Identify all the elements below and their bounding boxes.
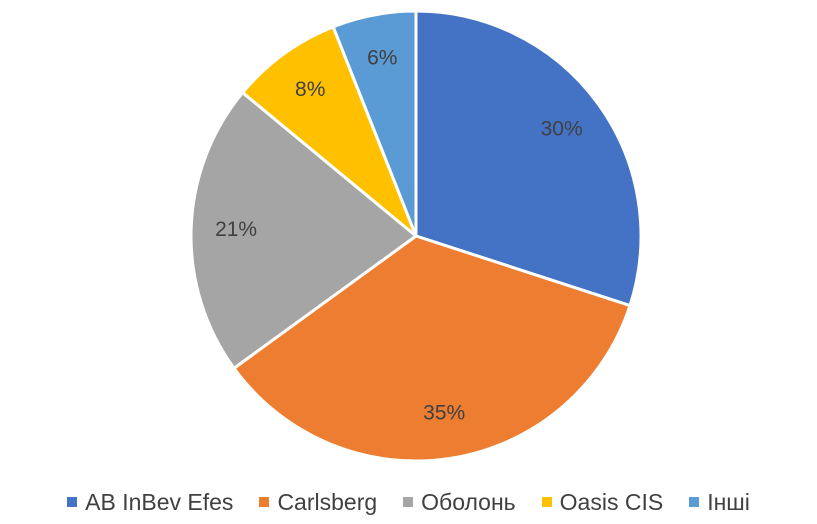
legend-swatch	[689, 497, 700, 507]
data-label: 30%	[541, 118, 583, 141]
legend-item: AB InBev Efes	[67, 489, 233, 516]
legend-swatch	[403, 497, 414, 507]
legend-label: Oasis CIS	[559, 488, 664, 515]
legend-label: AB InBev Efes	[85, 488, 234, 515]
legend-item: Carlsberg	[259, 489, 377, 516]
legend-item: Оболонь	[403, 489, 516, 516]
data-label: 35%	[423, 401, 465, 424]
data-label: 6%	[367, 47, 397, 70]
legend-swatch	[541, 497, 552, 507]
data-label: 21%	[215, 218, 257, 241]
pie-slice	[331, 9, 418, 237]
pie-slice	[414, 9, 643, 308]
legend: AB InBev Efes Carlsberg Оболонь Oasis CIS Ін…	[0, 484, 817, 520]
legend-label: Carlsberg	[277, 488, 378, 515]
pie-slice	[231, 234, 632, 463]
pie-slice	[240, 24, 418, 238]
pie-slice	[189, 90, 419, 371]
legend-label: Оболонь	[421, 488, 516, 515]
legend-label: Інші	[707, 488, 750, 515]
pie-chart: 30% 35% 21% 8% 6%	[189, 9, 643, 463]
legend-item: Інші	[689, 489, 750, 516]
legend-swatch	[67, 497, 78, 507]
legend-swatch	[259, 497, 270, 507]
legend-item: Oasis CIS	[541, 488, 664, 516]
data-label: 8%	[295, 78, 325, 101]
